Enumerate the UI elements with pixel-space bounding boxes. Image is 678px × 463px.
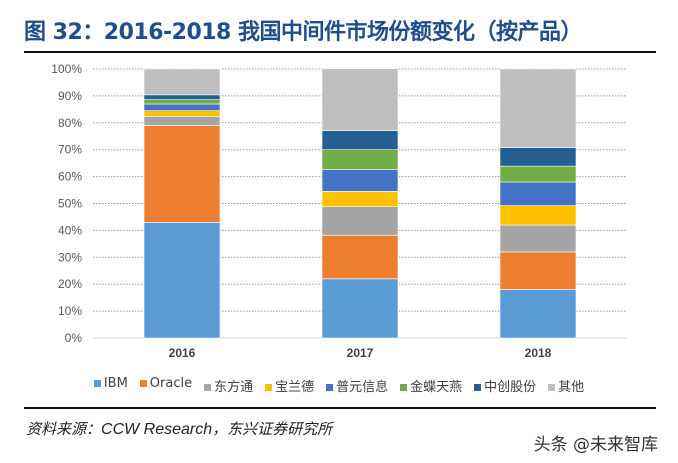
bar-segment-2017-0 — [321, 278, 399, 339]
legend-label: 宝兰德 — [275, 380, 315, 395]
bar-segment-2018-6 — [499, 147, 577, 167]
bar-segment-2017-6 — [321, 130, 399, 150]
title-divider — [24, 51, 656, 53]
legend-label: 金蝶天燕 — [410, 380, 463, 395]
bar-segment-2017-5 — [321, 149, 399, 170]
footer-divider — [24, 407, 656, 409]
x-tick-label: 2018 — [525, 346, 552, 360]
source-label: 资料来源： — [26, 420, 102, 438]
legend-swatch — [548, 384, 556, 391]
legend-swatch — [204, 384, 212, 391]
bar-segment-2016-7 — [143, 68, 221, 96]
legend-label: 中创股份 — [484, 380, 537, 395]
y-tick-label: 0% — [65, 331, 83, 345]
watermark: 头条 @未来智库 — [533, 435, 658, 455]
bar-segment-2018-3 — [499, 205, 577, 226]
legend-swatch — [265, 384, 273, 391]
legend-item: 中创股份 — [474, 376, 536, 395]
y-tick-label: 10% — [58, 304, 82, 318]
y-tick-label: 30% — [58, 250, 82, 264]
y-tick-label: 70% — [58, 143, 82, 157]
y-tick-label: 90% — [58, 89, 82, 103]
legend-item: 东方通 — [204, 376, 253, 395]
bar-segment-2016-5 — [143, 99, 221, 105]
y-tick-label: 60% — [58, 170, 82, 184]
bar-segment-2018-4 — [499, 181, 577, 206]
bar-segment-2018-2 — [499, 224, 577, 253]
legend-item: IBM — [93, 376, 128, 395]
legend-swatch — [139, 380, 147, 387]
legend-swatch — [93, 380, 101, 387]
bar-segment-2016-2 — [143, 116, 221, 126]
legend-item: Oracle — [139, 376, 193, 395]
bar-segment-2017-1 — [321, 234, 399, 280]
bar-segment-2016-1 — [143, 125, 221, 223]
y-tick-label: 80% — [58, 116, 82, 130]
legend-item: 宝兰德 — [265, 376, 314, 395]
y-tick-label: 20% — [58, 277, 82, 291]
chart-title: 图 32：2016-2018 我国中间件市场份额变化（按产品） — [24, 20, 583, 45]
bar-segment-2016-4 — [143, 103, 221, 111]
y-tick-label: 40% — [58, 223, 82, 237]
stacked-bar-chart: 0% 10% 20% 30% 40% 50% 60% 70% 80% 90% 100% 2016 201… — [51, 62, 627, 360]
legend: IBM Oracle 东方通 宝兰德 普元信息 金蝶天燕 中创股份 其他 — [0, 376, 678, 395]
legend-label: Oracle — [149, 376, 193, 391]
bar-segment-2017-4 — [321, 169, 399, 192]
legend-swatch — [326, 384, 334, 391]
bar-segment-2018-7 — [499, 68, 577, 148]
bar-segment-2017-7 — [321, 68, 399, 131]
legend-item: 金蝶天燕 — [400, 376, 462, 395]
source-note: 资料来源：CCW Research，东兴证券研究所 — [26, 418, 332, 439]
x-tick-label: 2016 — [169, 346, 196, 360]
legend-item: 其他 — [548, 376, 584, 395]
legend-label: 普元信息 — [336, 380, 389, 395]
source-cn: ，东兴证券研究所 — [212, 420, 333, 438]
bar-segment-2018-1 — [499, 251, 577, 290]
bar-segment-2018-0 — [499, 289, 577, 339]
legend-label: IBM — [103, 376, 128, 391]
bar-segment-2016-6 — [143, 94, 221, 100]
legend-swatch — [474, 384, 482, 391]
y-tick-label: 50% — [58, 197, 82, 211]
bar-segment-2017-2 — [321, 206, 399, 236]
legend-label: 东方通 — [214, 380, 254, 395]
legend-label: 其他 — [558, 380, 585, 395]
x-tick-label: 2017 — [347, 346, 374, 360]
bar-segment-2016-3 — [143, 110, 221, 117]
legend-swatch — [400, 384, 408, 391]
legend-item: 普元信息 — [326, 376, 388, 395]
bar-segment-2016-0 — [143, 222, 221, 339]
source-en: CCW Research — [101, 421, 213, 438]
bar-segment-2018-5 — [499, 165, 577, 183]
y-tick-label: 100% — [51, 62, 82, 76]
bar-segment-2017-3 — [321, 191, 399, 208]
